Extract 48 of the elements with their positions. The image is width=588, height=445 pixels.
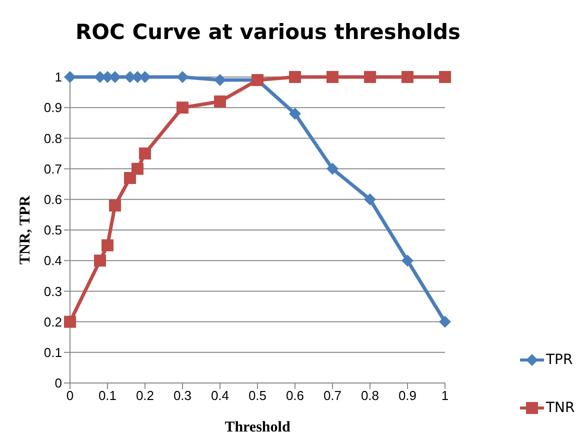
y-tick-label: 0.8 xyxy=(44,130,62,146)
point xyxy=(402,254,414,267)
point xyxy=(214,74,226,86)
y-tick-label: 0.9 xyxy=(44,100,62,116)
point xyxy=(102,239,114,252)
point xyxy=(326,71,338,83)
legend-label: TNR xyxy=(546,400,575,416)
point xyxy=(364,193,376,206)
y-tick-label: 0.5 xyxy=(44,222,62,238)
x-tick-label: 0.1 xyxy=(98,388,117,404)
y-tick-label: 1 xyxy=(54,70,62,85)
x-tick-label: 0.7 xyxy=(323,388,342,404)
x-tick-label: 0.6 xyxy=(286,388,304,404)
point xyxy=(64,316,76,328)
x-tick-label: 0.5 xyxy=(248,388,267,404)
point xyxy=(109,200,121,212)
x-tick-label: 0.2 xyxy=(136,388,154,404)
point xyxy=(132,162,144,175)
point xyxy=(139,148,151,160)
y-tick-label: 0.2 xyxy=(44,314,62,330)
y-tick-label: 0.7 xyxy=(44,161,62,176)
point xyxy=(214,95,226,108)
point xyxy=(176,102,188,114)
y-tick-label: 0.4 xyxy=(44,253,62,268)
point xyxy=(402,71,414,83)
point xyxy=(326,162,338,175)
x-tick-label: 0.8 xyxy=(360,388,380,404)
x-tick-label: 0.4 xyxy=(210,388,230,404)
point xyxy=(124,172,136,184)
point xyxy=(439,316,451,328)
x-tick-label: 0.9 xyxy=(398,388,417,404)
point xyxy=(289,108,301,120)
y-tick-label: 0 xyxy=(54,376,62,391)
x-axis-title: Threshold xyxy=(224,420,291,436)
y-tick-label: 0.6 xyxy=(44,192,62,208)
x-tick-label: 1 xyxy=(441,388,449,404)
point xyxy=(94,254,106,267)
x-tick-label: 0.3 xyxy=(173,388,192,404)
y-tick-label: 0.1 xyxy=(44,345,62,360)
chart-title: ROC Curve at various thresholds xyxy=(74,20,462,44)
y-axis-title: TNR, TPR xyxy=(17,195,34,264)
point xyxy=(289,71,301,83)
point xyxy=(364,71,376,83)
legend-label: TPR xyxy=(546,352,573,368)
point xyxy=(176,71,188,83)
y-tick-label: 0.3 xyxy=(44,284,62,299)
x-tick-label: 0 xyxy=(66,388,74,404)
point xyxy=(439,71,451,83)
